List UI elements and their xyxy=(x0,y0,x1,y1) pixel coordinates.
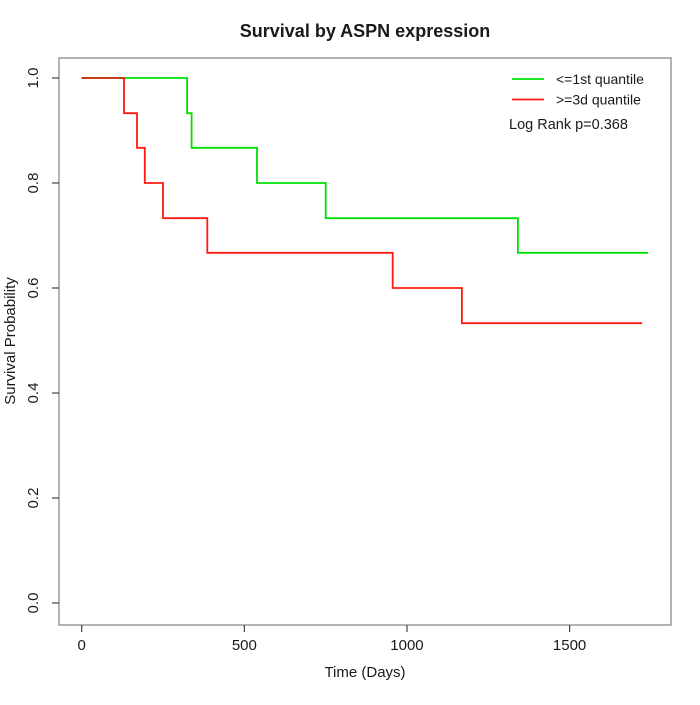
y-axis-label: Survival Probability xyxy=(2,277,19,405)
plot-area-box xyxy=(58,57,672,626)
y-tick-label: 1.0 xyxy=(25,68,42,89)
chart-title: Survival by ASPN expression xyxy=(240,21,490,41)
survival-curves xyxy=(81,77,648,325)
x-axis-label: Time (Days) xyxy=(324,664,405,681)
y-tick-label: 0.2 xyxy=(25,488,42,509)
legend-label-0: <=1st quantile xyxy=(556,71,644,87)
y-tick-label: 0.6 xyxy=(25,278,42,299)
x-tick-label: 500 xyxy=(232,637,257,654)
x-tick-label: 1500 xyxy=(553,637,586,654)
legend-label-1: >=3d quantile xyxy=(556,92,641,108)
y-tick-label: 0.8 xyxy=(25,173,42,194)
x-tick-label: 0 xyxy=(78,637,86,654)
x-tick-label: 1000 xyxy=(390,637,423,654)
y-tick-label: 0.4 xyxy=(25,383,42,404)
survival-curve-0 xyxy=(81,77,648,254)
x-axis-ticks: 0 500 1000 1500 xyxy=(78,625,586,654)
y-axis-ticks: 0.0 0.2 0.4 0.6 0.8 1.0 xyxy=(25,68,59,614)
survival-curve-1 xyxy=(81,77,643,325)
legend: <=1st quantile >=3d quantile xyxy=(512,71,644,108)
y-tick-label: 0.0 xyxy=(25,593,42,614)
log-rank-annotation: Log Rank p=0.368 xyxy=(509,117,628,133)
